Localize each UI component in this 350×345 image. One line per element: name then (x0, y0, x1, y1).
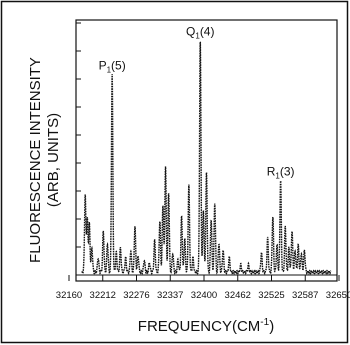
peak-label: R1(3) (267, 164, 295, 180)
peak-label-subscript: 1 (275, 171, 280, 180)
x-tick-label: 32160 (56, 290, 82, 301)
y-axis-label-units: (ARB, UNITS) (45, 113, 62, 207)
peak-label-subscript: 1 (195, 32, 200, 41)
x-axis-label-close: ) (269, 318, 274, 335)
plot-area (75, 19, 338, 282)
x-axis-label: FREQUENCY(CM-1) (138, 317, 274, 335)
peak-label: Q1(4) (186, 25, 214, 41)
x-axis-label-superscript: -1 (260, 317, 269, 328)
x-ticks: 32160 32212 32276 32337 32400 32462 32525 32587… (56, 275, 350, 301)
peak-label: P1(5) (99, 58, 126, 74)
y-axis-label: FLUORESCENCE INTENSITY (27, 57, 44, 263)
y-ticks (76, 22, 81, 276)
peak-label-quantum: (5) (111, 58, 126, 72)
peak-label-letter: Q (186, 25, 195, 39)
x-tick-label: 32462 (225, 290, 251, 301)
peak-label-subscript: 1 (107, 65, 112, 74)
peak-label-letter: R (267, 164, 276, 178)
x-axis-label-main: FREQUENCY(CM (138, 318, 261, 335)
peak-label-letter: P (99, 58, 107, 72)
peak-annotations: P1(5)Q1(4)R1(3) (99, 25, 295, 181)
x-tick-label: 32525 (258, 290, 284, 301)
x-tick-label: 32587 (292, 290, 318, 301)
x-tick-label: 32276 (123, 290, 149, 301)
spectrum-line (81, 41, 332, 275)
x-tick-label: 32400 (191, 290, 217, 301)
x-tick-label: 32650 (326, 290, 350, 301)
peak-label-quantum: (4) (200, 25, 215, 39)
peak-label-quantum: (3) (280, 164, 295, 178)
x-tick-label: 32212 (90, 290, 116, 301)
x-tick-label: 32337 (157, 290, 183, 301)
